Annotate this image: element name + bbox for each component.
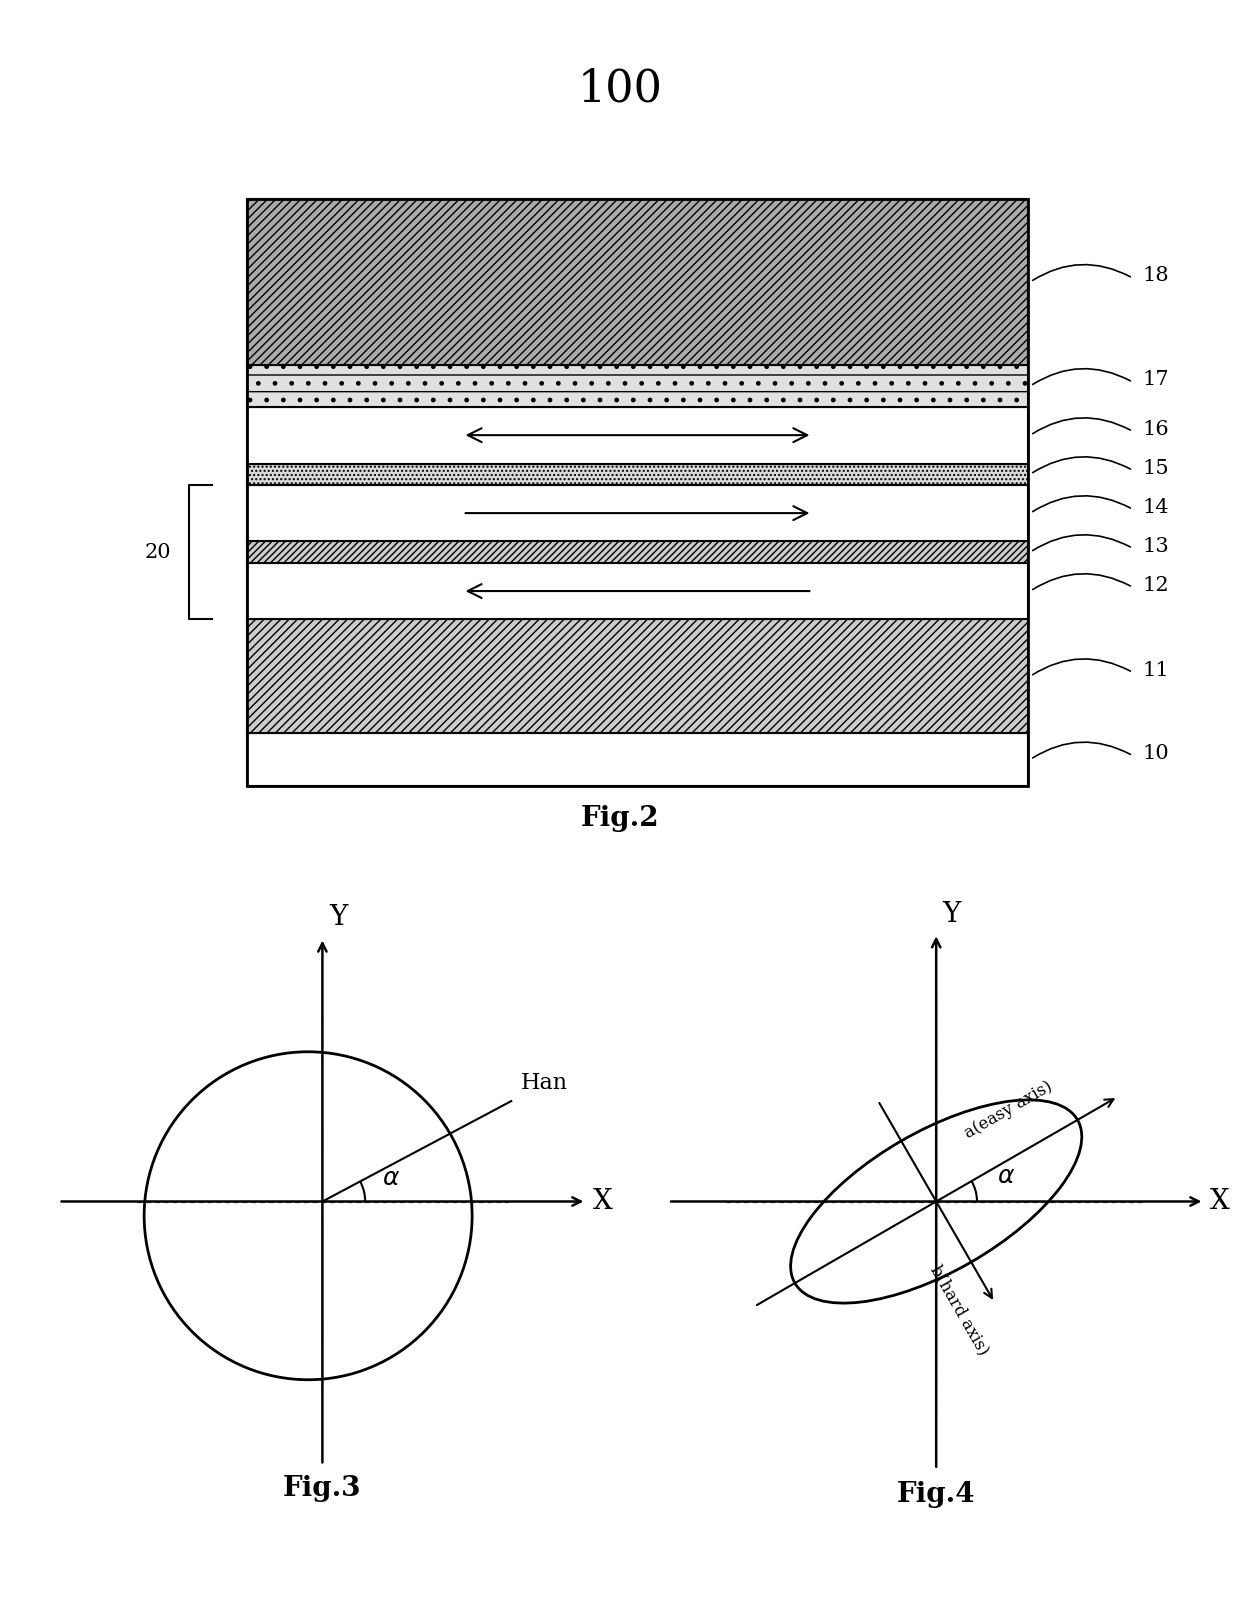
Bar	[247, 541, 1028, 562]
Text: 18: 18	[1142, 266, 1169, 285]
Text: 20: 20	[145, 543, 171, 562]
Text: 10: 10	[1142, 743, 1169, 763]
Text: 14: 14	[1142, 498, 1169, 516]
Text: Y: Y	[942, 900, 961, 928]
Text: Han: Han	[521, 1072, 568, 1094]
Text: Fig.3: Fig.3	[283, 1475, 362, 1503]
Text: 11: 11	[1142, 660, 1169, 679]
Text: Y: Y	[330, 904, 348, 931]
Text: Fig.4: Fig.4	[897, 1482, 976, 1507]
Text: 13: 13	[1142, 537, 1169, 556]
Bar	[247, 407, 1028, 463]
Text: X: X	[593, 1189, 613, 1214]
Bar	[247, 620, 1028, 734]
Text: 17: 17	[1142, 370, 1169, 389]
Text: Fig.2: Fig.2	[580, 804, 660, 831]
Text: X: X	[1210, 1189, 1230, 1214]
Text: b(hard axis): b(hard axis)	[928, 1262, 992, 1358]
Bar	[247, 365, 1028, 407]
Bar	[247, 562, 1028, 620]
Bar	[247, 199, 1028, 787]
Text: 12: 12	[1142, 575, 1169, 594]
Bar	[247, 199, 1028, 365]
Text: 100: 100	[578, 67, 662, 111]
Bar	[247, 485, 1028, 541]
Text: 15: 15	[1142, 458, 1169, 477]
Text: $\alpha$: $\alpha$	[997, 1165, 1014, 1187]
Text: $\alpha$: $\alpha$	[382, 1168, 401, 1190]
Text: 16: 16	[1142, 420, 1169, 439]
Bar	[247, 463, 1028, 485]
Bar	[247, 734, 1028, 787]
Text: a(easy axis): a(easy axis)	[962, 1078, 1056, 1142]
